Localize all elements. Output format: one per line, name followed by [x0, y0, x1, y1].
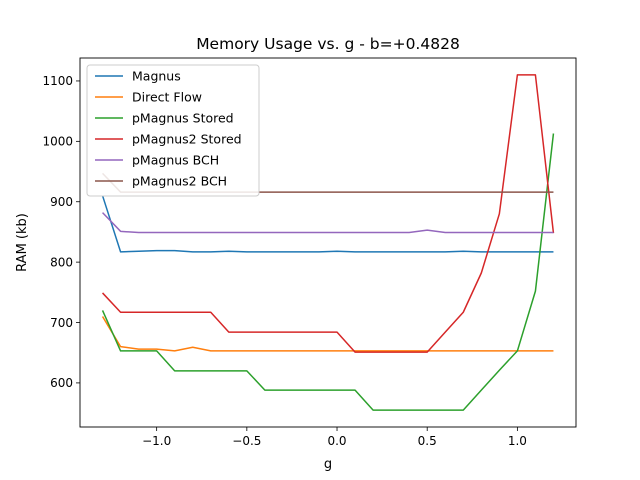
legend-label: pMagnus2 BCH [132, 174, 227, 189]
x-tick-label: 1.0 [508, 434, 527, 448]
x-tick-label: −0.5 [232, 434, 261, 448]
y-tick-label: 1100 [42, 74, 73, 88]
legend-label: Direct Flow [132, 90, 202, 105]
x-axis: −1.0 −0.5 0.0 0.5 1.0 [142, 427, 527, 448]
x-tick-label: 0.0 [327, 434, 346, 448]
y-tick-label: 600 [50, 376, 73, 390]
y-tick-label: 700 [50, 316, 73, 330]
series-line-pmagnus-stored [101, 133, 555, 411]
series-line-pmagnus2-stored [102, 74, 555, 353]
legend-label: pMagnus BCH [132, 153, 219, 168]
series-line-direct-flow [101, 316, 554, 352]
plot-lines [101, 74, 555, 411]
series-line-pmagnus-bch [102, 212, 554, 234]
x-tick-label: −1.0 [142, 434, 171, 448]
legend-label: Magnus [132, 69, 181, 84]
chart-title: Memory Usage vs. g - b=+0.4828 [196, 35, 460, 53]
y-tick-label: 800 [50, 255, 73, 269]
x-tick-label: 0.5 [418, 434, 437, 448]
y-axis-label: RAM (kb) [15, 213, 30, 272]
x-axis-label: g [324, 457, 332, 472]
legend-box [86, 64, 260, 197]
legend-label: pMagnus2 Stored [132, 132, 242, 147]
y-tick-label: 900 [50, 195, 73, 209]
legend-label: pMagnus Stored [132, 111, 234, 126]
plot-frame [79, 57, 577, 428]
legend: Magnus Direct Flow pMagnus Stored pMagnus2 … [86, 64, 260, 197]
y-tick-label: 1000 [42, 135, 73, 149]
y-axis: 600 700 800 900 1000 1100 [42, 74, 80, 390]
series-line-magnus [101, 195, 554, 253]
